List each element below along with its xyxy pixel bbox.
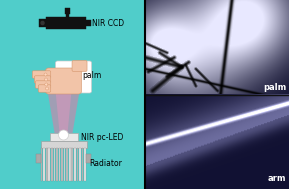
Text: NIR CCD: NIR CCD [92, 19, 124, 29]
Circle shape [45, 83, 48, 86]
FancyBboxPatch shape [41, 148, 42, 181]
FancyBboxPatch shape [43, 148, 45, 181]
FancyBboxPatch shape [69, 148, 71, 181]
FancyBboxPatch shape [35, 81, 51, 88]
FancyBboxPatch shape [59, 148, 60, 181]
Text: palm: palm [83, 71, 102, 81]
FancyBboxPatch shape [79, 148, 81, 181]
Polygon shape [55, 91, 72, 133]
Text: palm: palm [263, 83, 286, 92]
FancyBboxPatch shape [46, 68, 81, 94]
Circle shape [59, 130, 68, 140]
FancyBboxPatch shape [86, 20, 90, 26]
FancyBboxPatch shape [84, 148, 86, 181]
FancyBboxPatch shape [36, 154, 40, 163]
FancyBboxPatch shape [71, 148, 73, 181]
FancyBboxPatch shape [64, 8, 70, 14]
FancyBboxPatch shape [145, 0, 289, 189]
FancyBboxPatch shape [48, 148, 50, 181]
FancyBboxPatch shape [40, 141, 86, 148]
FancyBboxPatch shape [51, 148, 53, 181]
FancyBboxPatch shape [86, 154, 90, 163]
Polygon shape [47, 91, 79, 133]
FancyBboxPatch shape [66, 13, 68, 17]
FancyBboxPatch shape [77, 148, 78, 181]
FancyBboxPatch shape [72, 60, 87, 71]
Text: NIR pc-LED: NIR pc-LED [81, 132, 123, 142]
Circle shape [45, 78, 47, 81]
FancyBboxPatch shape [46, 17, 86, 29]
FancyBboxPatch shape [66, 148, 68, 181]
FancyBboxPatch shape [61, 148, 63, 181]
FancyBboxPatch shape [81, 148, 83, 181]
FancyBboxPatch shape [55, 61, 92, 93]
FancyBboxPatch shape [49, 133, 77, 141]
FancyBboxPatch shape [38, 85, 51, 92]
Text: arm: arm [268, 174, 286, 183]
Text: Radiator: Radiator [90, 159, 123, 167]
FancyBboxPatch shape [32, 71, 51, 78]
FancyBboxPatch shape [46, 148, 47, 181]
Circle shape [44, 73, 47, 76]
FancyBboxPatch shape [0, 0, 145, 189]
FancyBboxPatch shape [74, 148, 76, 181]
Circle shape [46, 87, 49, 90]
FancyBboxPatch shape [64, 148, 65, 181]
FancyBboxPatch shape [56, 148, 58, 181]
FancyBboxPatch shape [53, 148, 55, 181]
FancyBboxPatch shape [34, 76, 51, 83]
FancyBboxPatch shape [38, 19, 47, 27]
Circle shape [40, 20, 45, 26]
